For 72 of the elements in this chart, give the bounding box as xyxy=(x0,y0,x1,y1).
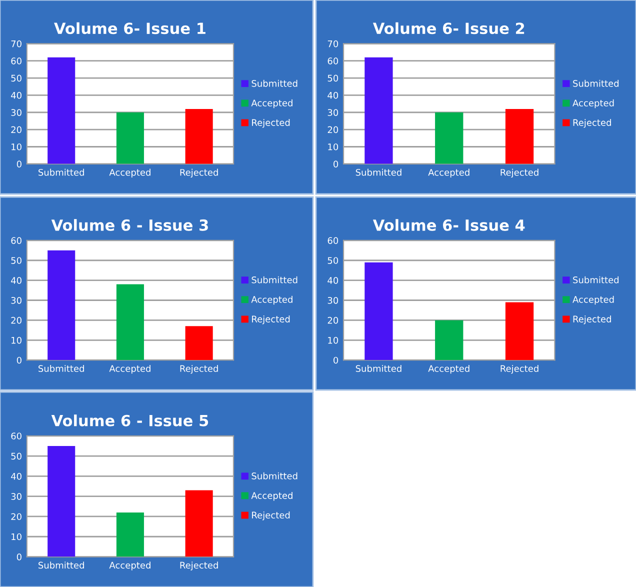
y-tick-label: 20 xyxy=(328,316,338,324)
x-tick-label: Submitted xyxy=(38,562,84,569)
y-tick-label: 70 xyxy=(328,40,338,48)
y-tick-label: 50 xyxy=(11,452,22,460)
y-tick-label: 10 xyxy=(328,143,338,150)
y-tick-label: 0 xyxy=(334,356,338,364)
y-tick-label: 70 xyxy=(11,40,22,48)
chart-title: Volume 6 - Issue 5 xyxy=(51,414,208,426)
y-tick-label: 20 xyxy=(11,513,22,520)
y-tick-label: 20 xyxy=(328,126,338,134)
y-tick-label: 10 xyxy=(12,336,22,344)
legend-label: Rejected xyxy=(573,118,611,128)
y-tick-label: 60 xyxy=(328,237,338,244)
y-tick-label: 40 xyxy=(11,92,22,99)
y-tick-label: 0 xyxy=(16,356,22,364)
y-tick-label: 40 xyxy=(11,277,22,284)
legend-label: Accepted xyxy=(251,99,292,108)
legend-label: Rejected xyxy=(252,118,290,128)
legend-label: Rejected xyxy=(252,512,290,520)
y-tick-label: 40 xyxy=(11,472,22,480)
y-tick-label: 50 xyxy=(11,257,22,264)
y-tick-label: 10 xyxy=(12,143,22,150)
y-tick-label: 30 xyxy=(11,493,22,500)
x-tick-label: Accepted xyxy=(109,168,150,178)
y-tick-label: 50 xyxy=(328,257,338,264)
y-tick-label: 30 xyxy=(328,296,338,304)
legend-label: Submitted xyxy=(252,276,298,284)
chart-title: Volume 6- Issue 1 xyxy=(54,22,206,34)
y-tick-label: 0 xyxy=(16,554,22,560)
y-tick-label: 30 xyxy=(328,109,338,116)
legend-label: Accepted xyxy=(251,492,292,501)
y-tick-label: 60 xyxy=(11,432,22,440)
y-tick-label: 40 xyxy=(328,277,338,284)
x-tick-label: Accepted xyxy=(109,364,150,374)
x-tick-label: Submitted xyxy=(356,364,402,372)
legend-label: Submitted xyxy=(252,472,298,480)
x-tick-label: Submitted xyxy=(356,168,402,176)
y-tick-label: 60 xyxy=(11,58,22,64)
x-tick-label: Accepted xyxy=(428,168,470,178)
y-tick-label: 50 xyxy=(11,74,22,82)
y-tick-label: 30 xyxy=(11,109,22,116)
legend-label: Rejected xyxy=(252,315,290,324)
x-tick-label: Rejected xyxy=(500,364,538,374)
y-tick-label: 10 xyxy=(328,336,338,344)
x-tick-label: Rejected xyxy=(180,364,218,374)
x-tick-label: Rejected xyxy=(180,168,218,178)
x-tick-label: Submitted xyxy=(38,364,84,372)
y-tick-label: 0 xyxy=(16,160,22,168)
chart-title: Volume 6 - Issue 3 xyxy=(51,219,208,231)
legend-label: Submitted xyxy=(573,276,619,284)
x-tick-label: Submitted xyxy=(38,168,84,176)
x-tick-label: Rejected xyxy=(180,562,218,570)
legend-label: Accepted xyxy=(572,296,614,305)
x-tick-label: Accepted xyxy=(109,562,150,570)
y-tick-label: 40 xyxy=(328,92,338,99)
x-tick-label: Accepted xyxy=(428,364,470,374)
x-tick-label: Rejected xyxy=(500,168,538,178)
legend-label: Rejected xyxy=(573,315,611,324)
legend-label: Submitted xyxy=(573,80,619,87)
y-tick-label: 10 xyxy=(12,533,22,540)
y-tick-label: 20 xyxy=(11,126,22,134)
y-tick-label: 60 xyxy=(11,237,22,244)
y-tick-label: 0 xyxy=(334,160,338,168)
legend-label: Submitted xyxy=(252,80,298,87)
chart-title: Volume 6- Issue 2 xyxy=(372,22,524,34)
y-tick-label: 60 xyxy=(328,58,338,64)
legend-label: Accepted xyxy=(251,296,292,305)
y-tick-label: 20 xyxy=(11,316,22,324)
legend-label: Accepted xyxy=(572,99,614,108)
y-tick-label: 50 xyxy=(328,74,338,82)
y-tick-label: 30 xyxy=(11,296,22,304)
chart-title: Volume 6- Issue 4 xyxy=(372,219,525,231)
